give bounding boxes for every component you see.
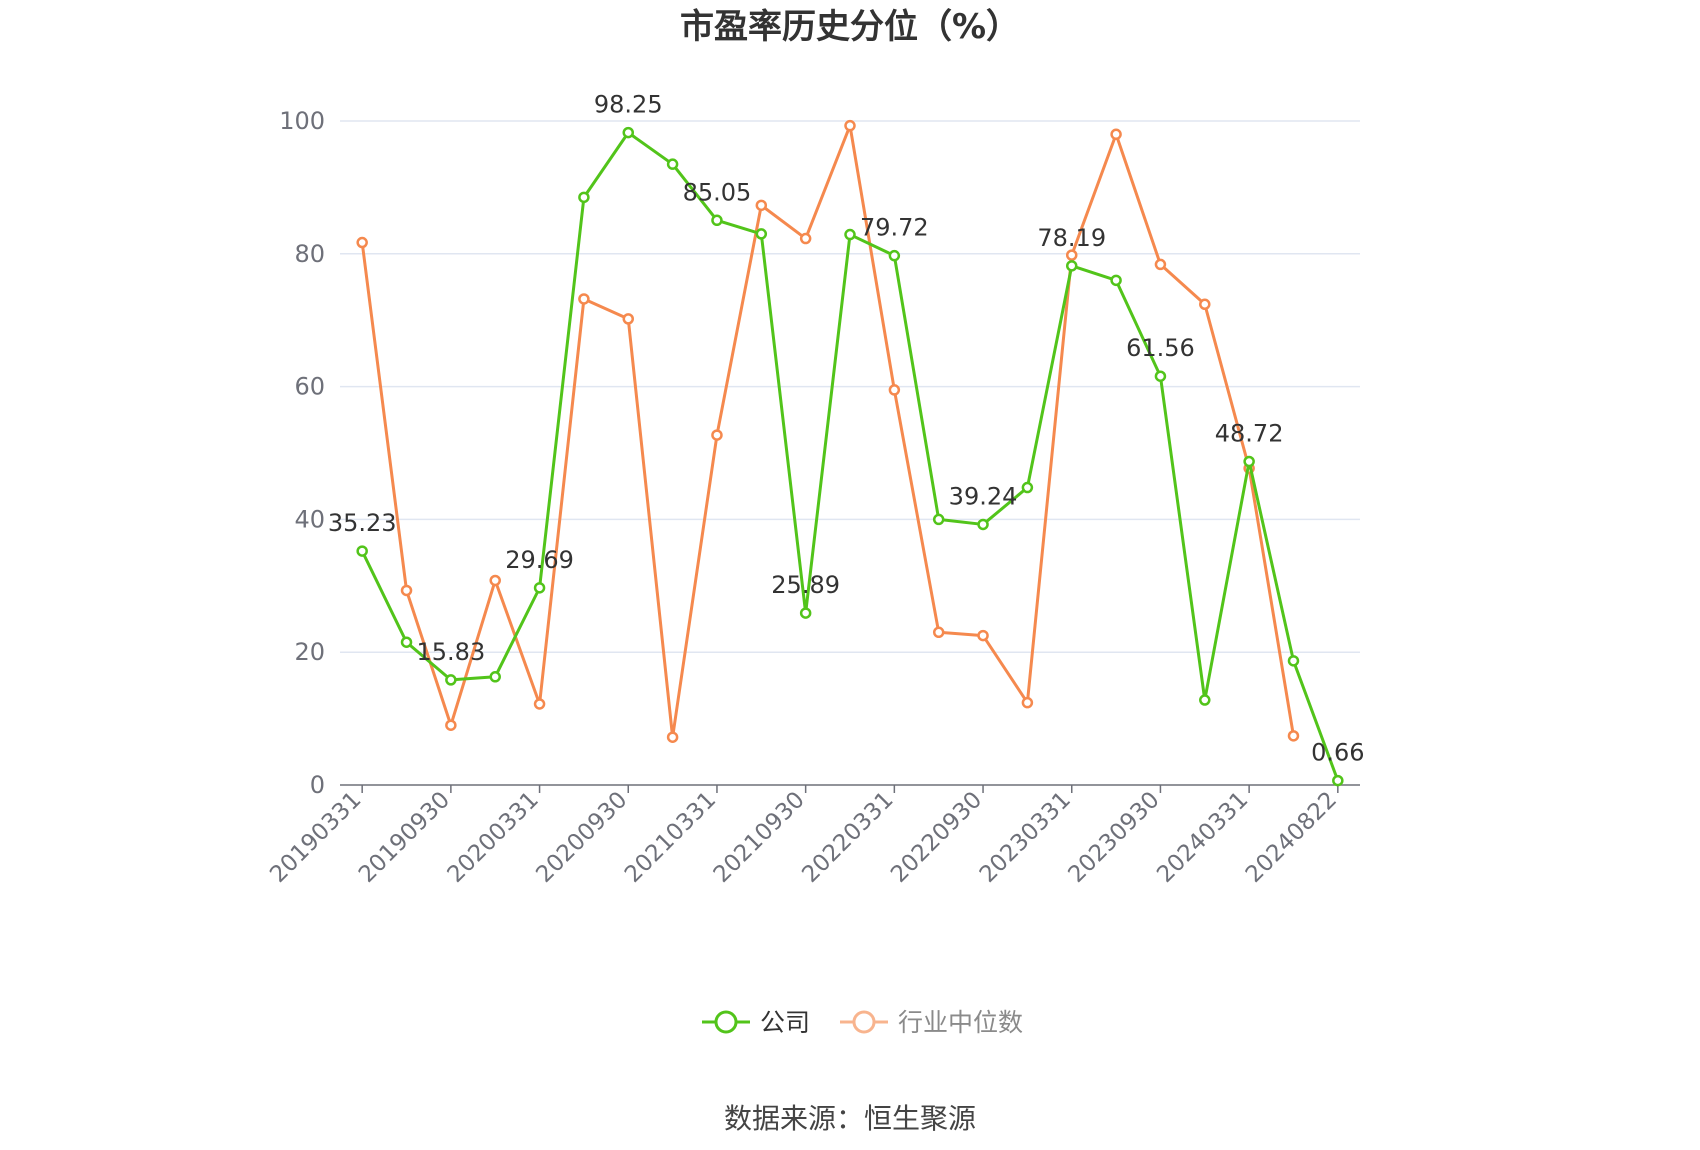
data-point	[578, 293, 590, 305]
data-label: 48.72	[1215, 419, 1284, 447]
data-point	[533, 698, 546, 710]
legend-item[interactable]: 公司	[702, 1008, 810, 1037]
y-tick-label: 100	[279, 107, 325, 135]
data-point	[578, 191, 590, 204]
legend-item[interactable]: 行业中位数	[840, 1008, 1023, 1037]
data-label: 29.69	[505, 546, 574, 574]
data-point	[1021, 696, 1034, 709]
data-label: 39.24	[949, 482, 1018, 510]
data-label: 78.19	[1037, 224, 1106, 252]
y-tick-label: 80	[294, 240, 325, 268]
data-point	[445, 719, 457, 731]
data-point	[844, 228, 856, 241]
x-tick-label: 20190331	[265, 787, 366, 888]
y-tick-label: 20	[294, 638, 325, 666]
data-label: 85.05	[683, 178, 752, 206]
data-point	[1065, 260, 1078, 272]
data-point	[932, 513, 945, 526]
x-tick-label: 20210331	[620, 787, 721, 888]
x-tick-label: 20230331	[975, 787, 1076, 888]
data-point	[1287, 655, 1300, 667]
data-point	[622, 313, 635, 325]
y-tick-label: 0	[310, 771, 325, 799]
data-label: 61.56	[1126, 334, 1195, 362]
x-tick-label: 20230930	[1064, 787, 1165, 888]
data-point	[1154, 370, 1167, 382]
data-point	[799, 607, 812, 619]
x-tick-label: 20240331	[1152, 787, 1253, 888]
data-label: 98.25	[594, 91, 663, 119]
data-point	[844, 119, 856, 132]
data-point	[445, 674, 457, 686]
x-tick-label: 20210930	[709, 787, 810, 888]
data-label: 15.83	[417, 638, 486, 666]
grid-lines	[340, 120, 1360, 653]
legend-label: 公司	[760, 1008, 810, 1037]
data-point	[1110, 128, 1122, 141]
x-tick-label: 20190930	[354, 787, 455, 888]
x-tick-label: 20200331	[443, 787, 544, 888]
legend-label: 行业中位数	[898, 1008, 1023, 1037]
chart-title: 市盈率历史分位（%）	[680, 7, 1020, 47]
data-label: 79.72	[860, 214, 929, 242]
data-label: 35.23	[328, 509, 397, 537]
x-tick-label: 20220930	[886, 787, 987, 888]
data-point	[1199, 694, 1211, 706]
data-point	[711, 429, 723, 441]
data-point	[1065, 249, 1078, 261]
data-point	[1199, 298, 1211, 311]
x-tick-label: 20240822	[1241, 787, 1342, 888]
data-point	[799, 232, 812, 245]
data-labels: 35.23 15.83 29.69 98.25 85.05 25.89 79.72 39.24…	[328, 91, 1365, 767]
data-point	[977, 518, 989, 531]
data-point	[622, 126, 635, 139]
data-label: 0.66	[1311, 739, 1364, 767]
data-point	[1332, 774, 1344, 787]
data-point	[1110, 274, 1122, 287]
legend-marker	[714, 1010, 738, 1034]
series-layer	[356, 119, 1344, 787]
data-point	[888, 384, 901, 396]
data-point	[356, 236, 368, 249]
data-point	[1243, 455, 1255, 468]
series-line	[360, 124, 1295, 739]
data-point	[932, 626, 945, 639]
data-point	[1021, 481, 1034, 494]
data-point	[1287, 730, 1300, 742]
data-point	[666, 158, 679, 170]
data-point	[711, 214, 723, 227]
data-point	[356, 545, 368, 557]
x-tick-label: 20200930	[531, 787, 632, 888]
data-point	[400, 636, 413, 648]
data-point	[888, 249, 901, 262]
data-point	[1154, 258, 1167, 271]
x-axis: 2019033120190930202003312020093020210331…	[265, 784, 1360, 888]
data-point	[755, 199, 768, 212]
data-point	[977, 629, 989, 642]
data-point	[489, 671, 501, 683]
data-point	[666, 731, 679, 743]
y-tick-label: 40	[294, 505, 325, 533]
data-point	[489, 574, 501, 587]
y-tick-label: 60	[294, 373, 325, 401]
data-label: 25.89	[771, 571, 840, 599]
data-point	[755, 228, 768, 240]
data-point	[400, 584, 413, 597]
y-axis: 0 20 40 60 80 100	[279, 107, 325, 799]
legend[interactable]: 公司 行业中位数	[702, 1008, 1023, 1037]
x-tick-label: 20220331	[797, 787, 898, 888]
legend-marker	[852, 1010, 876, 1034]
data-point	[533, 582, 546, 594]
data-source: 数据来源：恒生聚源	[724, 1102, 976, 1135]
